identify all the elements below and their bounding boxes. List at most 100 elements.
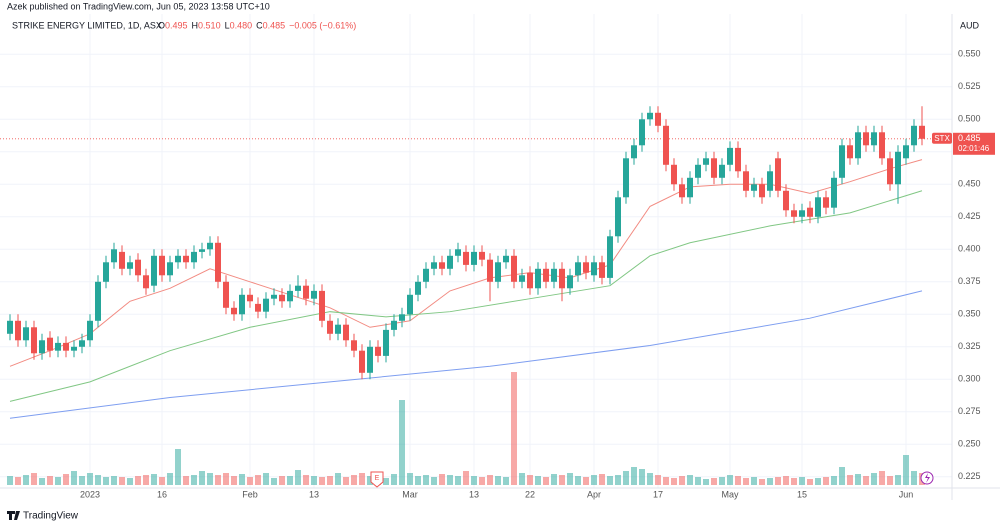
volume-bar (223, 473, 229, 485)
candle-body (423, 268, 429, 282)
candle-body (663, 125, 669, 165)
candle-body (695, 164, 701, 178)
candle (575, 255, 581, 282)
candle-body (287, 290, 293, 302)
candle (71, 340, 77, 358)
candle-body (783, 190, 789, 211)
volume-bar (511, 372, 517, 485)
candle-body (255, 303, 261, 312)
volume-bar (279, 476, 285, 485)
x-tick-label: 13 (309, 489, 319, 499)
candle-body (719, 164, 725, 178)
candle-body (463, 251, 469, 265)
volume-bar (143, 475, 149, 485)
candle (319, 284, 325, 328)
candle (695, 158, 701, 185)
volume-bar (311, 476, 317, 485)
candle (191, 245, 197, 269)
candle (879, 125, 885, 165)
candle (919, 106, 925, 146)
legend-key: O (158, 20, 165, 30)
candle-body (487, 259, 493, 282)
candle (567, 268, 573, 295)
volume-bar (855, 474, 861, 485)
volume-bar (703, 479, 709, 485)
volume-bar (47, 476, 53, 485)
candle-body (855, 132, 861, 159)
candle (831, 171, 837, 215)
candle-body (295, 285, 301, 291)
candle-body (23, 327, 29, 341)
volume-bar (783, 476, 789, 485)
candle (767, 164, 773, 198)
volume-bar (95, 475, 101, 485)
candle-body (119, 251, 125, 269)
candle (487, 253, 493, 302)
candle-body (303, 285, 309, 299)
legend-key: L (225, 20, 230, 30)
candle-body (919, 125, 925, 139)
y-tick-label: 0.550 (958, 49, 981, 59)
y-tick-label: 0.400 (958, 244, 981, 254)
volume-bar (383, 478, 389, 485)
event-e: E (370, 471, 384, 488)
candle-body (791, 210, 797, 217)
candle (23, 320, 29, 347)
candle-body (215, 242, 221, 282)
candle-body (527, 272, 533, 289)
candle-body (271, 294, 277, 299)
volume-bar (759, 479, 765, 485)
candle (743, 164, 749, 198)
candle (415, 275, 421, 302)
candle (727, 141, 733, 172)
legend-value: 0.485 (263, 20, 286, 30)
volume-bar (575, 476, 581, 485)
volume-bar (471, 476, 477, 485)
candle (87, 314, 93, 347)
volume-bar (399, 400, 405, 485)
candle (759, 177, 765, 204)
candle (111, 242, 117, 269)
volume-bar (903, 455, 909, 485)
candle (639, 112, 645, 152)
volume-bar (479, 477, 485, 485)
candle (663, 119, 669, 172)
volume-bar (727, 475, 733, 485)
candle-body (63, 342, 69, 351)
volume-bar (183, 476, 189, 485)
volume-bar (823, 477, 829, 485)
volume-bar (287, 476, 293, 485)
volume-bar (463, 471, 469, 485)
candle (463, 245, 469, 272)
volume-bar (319, 477, 325, 485)
footer: TradingView (7, 511, 79, 522)
countdown: 02:01:46 (958, 144, 990, 153)
volume-bar (103, 477, 109, 485)
candle-body (263, 298, 269, 312)
candle-body (327, 320, 333, 334)
volume-bar (127, 478, 133, 485)
y-tick-label: 0.350 (958, 309, 981, 319)
candle (911, 119, 917, 152)
candle-body (103, 262, 109, 282)
candle (647, 106, 653, 126)
candle-body (887, 158, 893, 185)
candle-body (399, 314, 405, 321)
moving-average (9, 290, 923, 419)
volume-bar (303, 475, 309, 485)
candle (903, 138, 909, 165)
candle-body (343, 324, 349, 341)
legend-key: C (256, 20, 263, 30)
y-tick-label: 0.450 (958, 179, 981, 189)
volume-bar (247, 477, 253, 485)
candle (247, 288, 253, 308)
candle (871, 125, 877, 152)
volume-bar (87, 473, 93, 485)
candle-body (679, 184, 685, 198)
candle (551, 262, 557, 289)
volume-bar (551, 474, 557, 485)
volume-bar (327, 476, 333, 485)
volume-bar (495, 476, 501, 485)
candle-body (231, 307, 237, 315)
